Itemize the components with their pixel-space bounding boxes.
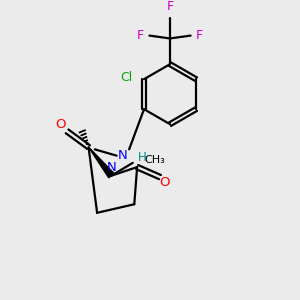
Text: N: N [118, 149, 128, 162]
Text: N: N [106, 161, 116, 174]
Text: F: F [167, 0, 174, 13]
Text: F: F [137, 29, 144, 42]
Text: F: F [196, 29, 203, 42]
Text: CH₃: CH₃ [145, 155, 166, 165]
Text: H: H [138, 152, 146, 164]
Text: O: O [56, 118, 66, 131]
Text: O: O [159, 176, 169, 189]
Text: Cl: Cl [120, 71, 132, 84]
Polygon shape [88, 147, 114, 178]
